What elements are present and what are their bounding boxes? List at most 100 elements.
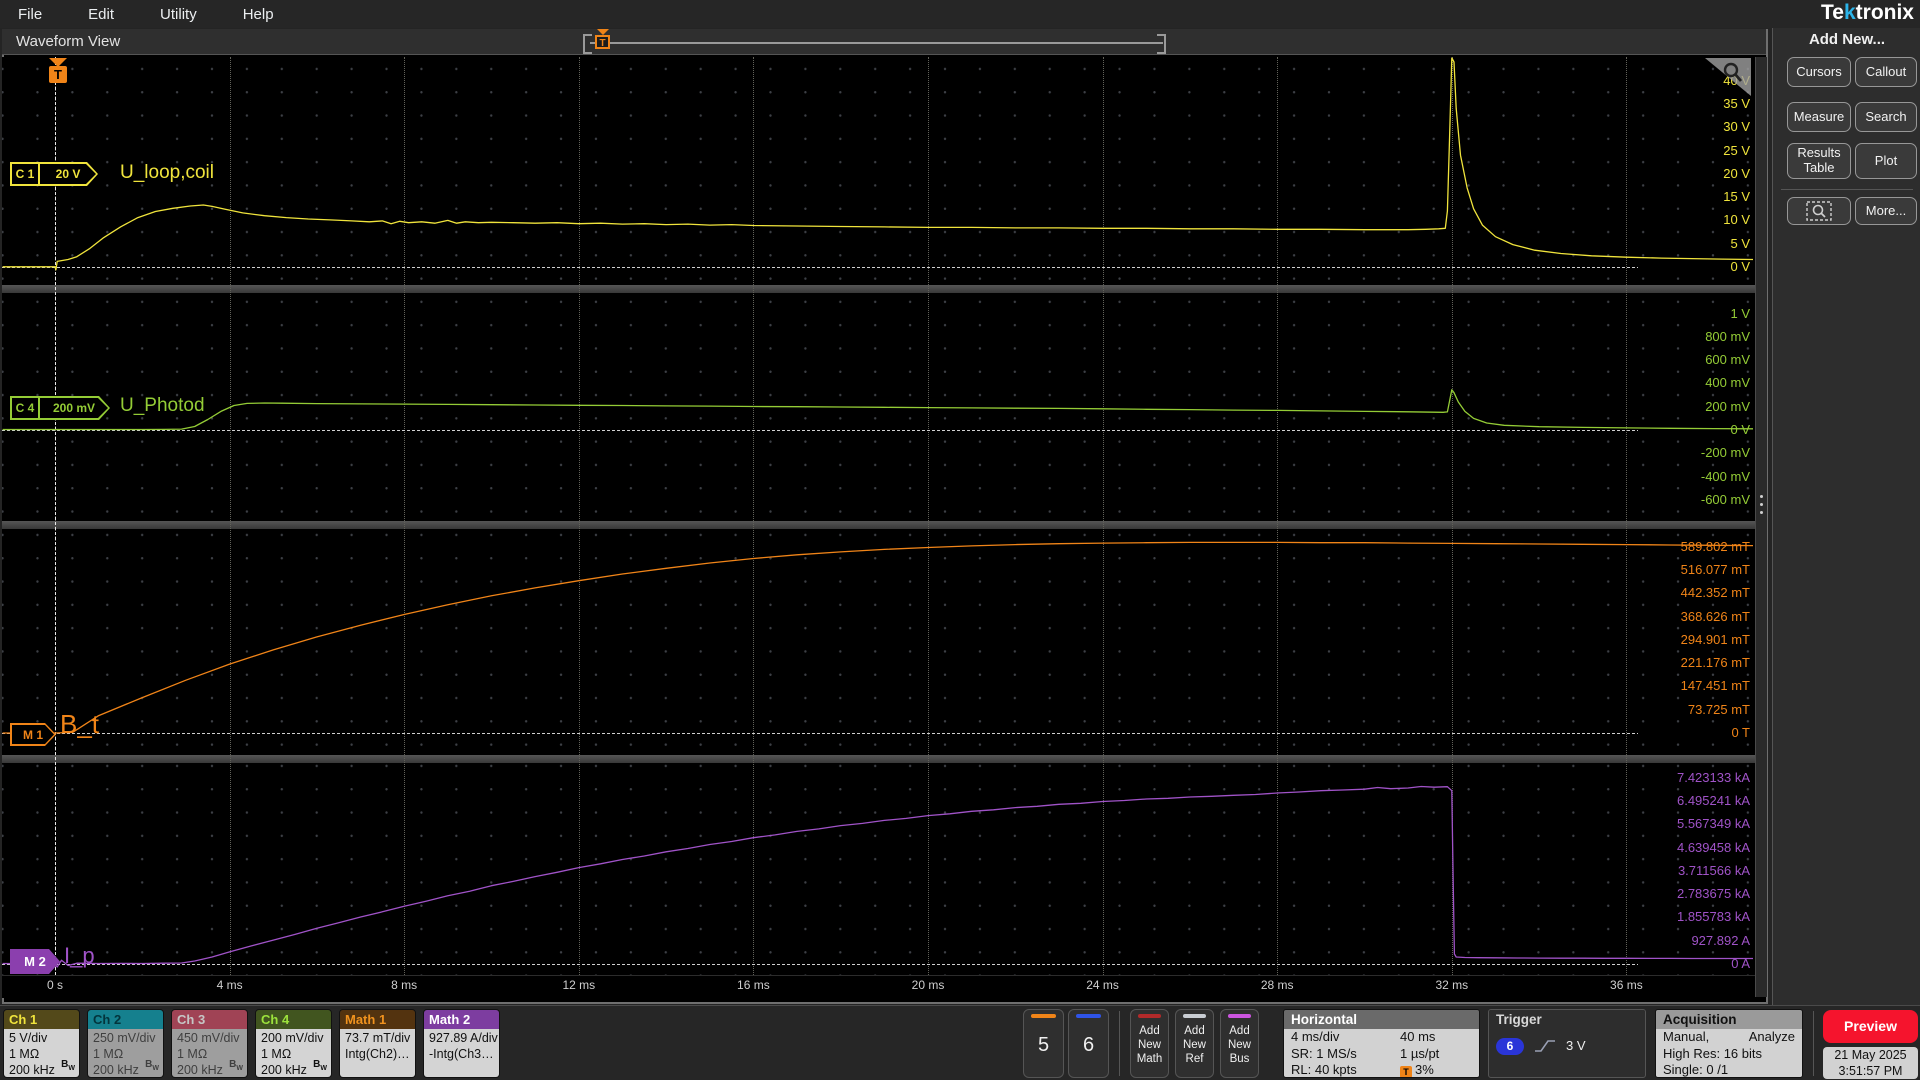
channel-badge-body: 927.89 A/div -Intg(Ch3… xyxy=(424,1029,499,1077)
bar-divider xyxy=(1119,1011,1120,1076)
acquisition-panel[interactable]: Acquisition Manual, Analyze High Res: 16 … xyxy=(1655,1009,1803,1078)
plot-button[interactable]: Plot xyxy=(1855,143,1917,179)
y-tick-label-math2: 5.567349 kA xyxy=(1638,816,1752,833)
x-tick-label: 36 ms xyxy=(1610,978,1643,992)
zoom-select-icon xyxy=(1806,201,1832,221)
bandwidth-limit-icon: BW xyxy=(229,1059,243,1072)
plot-scroll-gutter[interactable] xyxy=(1755,57,1767,997)
math-badge-m2[interactable]: M 2 xyxy=(10,949,60,974)
measure-button[interactable]: Measure xyxy=(1787,102,1851,132)
major-gridline xyxy=(753,57,755,975)
major-gridline xyxy=(1451,57,1453,975)
channel-badge-c4[interactable]: C 4 200 mV xyxy=(10,396,110,420)
add-new-ref-button[interactable]: Add New Ref xyxy=(1175,1009,1214,1078)
trigger-position-triangle-icon[interactable] xyxy=(49,58,67,67)
gutter-handle-dot xyxy=(1760,495,1763,498)
y-tick-label-math2: 3.711566 kA xyxy=(1638,862,1752,879)
results-table-button[interactable]: Results Table xyxy=(1787,143,1851,179)
trigger-panel[interactable]: Trigger 6 3 V xyxy=(1488,1009,1646,1078)
x-tick-label: 28 ms xyxy=(1260,978,1294,992)
channel-5-label: 5 xyxy=(1037,1034,1050,1056)
channel-badge-ch4[interactable]: Ch 4 200 mV/div 1 MΩ 200 kHz BW xyxy=(255,1009,332,1078)
y-tick-label-ch1: 5 V xyxy=(1638,235,1752,252)
channel-badge-ch2[interactable]: Ch 2 250 mV/div 1 MΩ 200 kHz BW xyxy=(87,1009,164,1078)
y-tick-label-math1: 589.802 mT xyxy=(1638,538,1752,555)
record-nav-line[interactable] xyxy=(590,42,1163,44)
trace-label-i-p[interactable]: I_p xyxy=(64,943,95,968)
add-new-panel: Add New... Cursors Callout Measure Searc… xyxy=(1772,28,1920,1005)
bandwidth-limit-icon: BW xyxy=(61,1059,75,1072)
x-tick-label: 0 s xyxy=(46,978,63,992)
channel-badge-ch3[interactable]: Ch 3 450 mV/div 1 MΩ 200 kHz BW xyxy=(171,1009,248,1078)
badge-bandwidth-text: 200 kHz xyxy=(177,1063,223,1077)
add-new-stripe xyxy=(1138,1014,1161,1018)
zero-line-ch1 xyxy=(2,267,1750,268)
y-tick-label-ch4: 800 mV xyxy=(1638,328,1752,345)
trace-math2 xyxy=(2,785,1753,968)
channel-badge-header: Ch 4 xyxy=(256,1010,331,1029)
y-tick-label-ch4: 200 mV xyxy=(1638,398,1752,415)
y-tick-label-math1: 516.077 mT xyxy=(1638,561,1752,578)
trigger-position-t-icon[interactable]: T xyxy=(49,66,67,83)
cursors-button[interactable]: Cursors xyxy=(1787,57,1851,87)
slice-separator xyxy=(2,285,1755,293)
major-gridline xyxy=(404,57,406,975)
zero-line-math2 xyxy=(2,964,1750,965)
sample-rate: SR: 1 MS/s xyxy=(1291,1045,1357,1061)
channel-badge-math2[interactable]: Math 2 927.89 A/div -Intg(Ch3… xyxy=(423,1009,500,1078)
y-tick-label-math2: 4.639458 kA xyxy=(1638,839,1752,856)
record-nav-left-bracket[interactable] xyxy=(583,34,592,54)
gutter-handle-dot xyxy=(1760,511,1763,514)
date-text: 21 May 2025 xyxy=(1834,1048,1907,1062)
time-axis: 0 s 4 ms 8 ms 12 ms 16 ms 20 ms 24 ms 28 ms 32 m… xyxy=(2,975,1755,998)
menu-edit[interactable]: Edit xyxy=(88,5,115,23)
major-gridline xyxy=(229,57,231,975)
x-tick-label: 20 ms xyxy=(911,978,945,992)
callout-button[interactable]: Callout xyxy=(1855,57,1917,87)
trace-label-b-t[interactable]: B_t xyxy=(60,709,100,739)
channel-badge-ch1[interactable]: Ch 1 5 V/div 1 MΩ 200 kHz BW xyxy=(3,1009,80,1078)
zoom-select-button[interactable] xyxy=(1787,197,1851,225)
trace-label-u-photod[interactable]: U_Photod xyxy=(120,395,205,416)
nav-trigger-t-icon[interactable]: T xyxy=(595,35,610,49)
y-tick-label-math1: 221.176 mT xyxy=(1638,655,1752,672)
add-new-math-button[interactable]: Add New Math xyxy=(1130,1009,1169,1078)
trigger-level: 3 V xyxy=(1566,1037,1586,1053)
search-button[interactable]: Search xyxy=(1855,102,1917,132)
trace-label-u-loop-coil[interactable]: U_loop,coil xyxy=(120,162,214,183)
channel-6-label: 6 xyxy=(1082,1034,1095,1056)
channel-badge-c1[interactable]: C 1 20 V xyxy=(10,162,98,186)
acquisition-panel-title: Acquisition xyxy=(1656,1010,1802,1029)
y-tick-label-ch4: 1 V xyxy=(1638,305,1752,322)
x-tick-label: 12 ms xyxy=(562,978,596,992)
record-nav-right-bracket[interactable] xyxy=(1157,34,1166,54)
preview-button[interactable]: Preview xyxy=(1823,1010,1918,1043)
more-button[interactable]: More... xyxy=(1855,197,1917,225)
add-new-stripe xyxy=(1183,1014,1206,1018)
menu-help[interactable]: Help xyxy=(242,5,274,23)
menu-file[interactable]: File xyxy=(18,5,43,23)
channel-5-button[interactable]: 5 xyxy=(1023,1009,1064,1078)
add-new-bus-button[interactable]: Add New Bus xyxy=(1220,1009,1259,1078)
nav-trigger-triangle-icon[interactable] xyxy=(597,29,609,35)
c4-badge-scale: 200 mV xyxy=(38,398,108,418)
m2-badge-name: M 2 xyxy=(24,953,46,969)
slice-separator xyxy=(2,521,1755,529)
settings-bar: Ch 1 5 V/div 1 MΩ 200 kHz BW Ch 2 250 mV/div 1 … xyxy=(0,1005,1920,1080)
y-tick-label-math2: 6.495241 kA xyxy=(1638,792,1752,809)
horizontal-panel[interactable]: Horizontal 4 ms/div 40 ms SR: 1 MS/s 1 µs/… xyxy=(1283,1009,1480,1078)
waveform-plot[interactable]: 0 s 4 ms 8 ms 12 ms 16 ms 20 ms 24 ms 28 ms 32 m… xyxy=(2,57,1755,998)
major-gridline xyxy=(928,57,929,975)
channel-6-button[interactable]: 6 xyxy=(1068,1009,1109,1078)
y-tick-label-math1: 147.451 mT xyxy=(1638,678,1752,695)
math-badge-m1[interactable]: M 1 xyxy=(10,723,56,746)
y-tick-label-ch4: -200 mV xyxy=(1638,445,1752,462)
add-new-title: Add New... xyxy=(1808,31,1886,48)
x-tick-label: 16 ms xyxy=(737,978,770,992)
gutter-handle-dot xyxy=(1760,503,1763,506)
trigger-position-line[interactable] xyxy=(55,57,56,975)
waveform-traces xyxy=(2,57,1754,968)
channel-badge-math1[interactable]: Math 1 73.7 mT/div Intg(Ch2)… xyxy=(339,1009,416,1078)
menu-utility[interactable]: Utility xyxy=(160,5,197,23)
